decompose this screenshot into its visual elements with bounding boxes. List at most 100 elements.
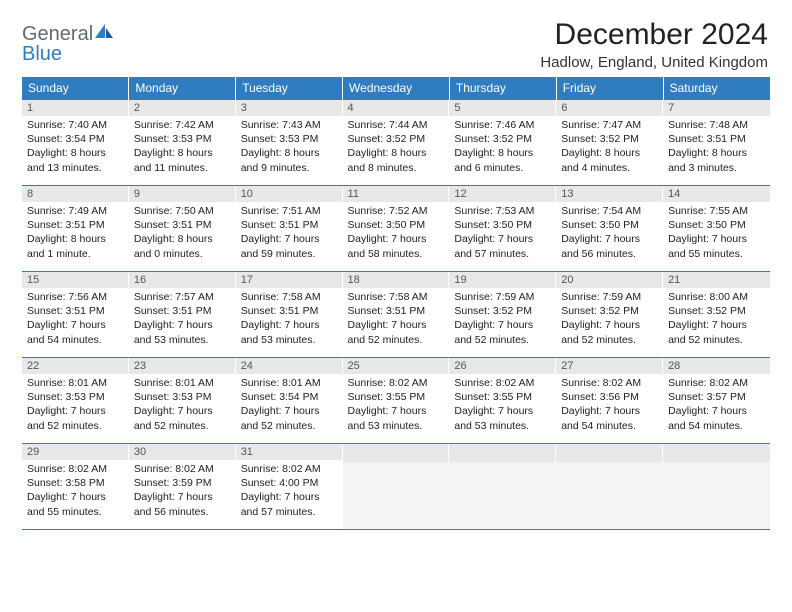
day-details: Sunrise: 8:01 AMSunset: 3:53 PMDaylight:… — [129, 374, 236, 435]
sunrise-text: Sunrise: 7:46 AM — [454, 118, 551, 132]
calendar-cell: 13Sunrise: 7:54 AMSunset: 3:50 PMDayligh… — [556, 186, 663, 272]
day-details: Sunrise: 7:48 AMSunset: 3:51 PMDaylight:… — [663, 116, 770, 177]
daylight-text-2: and 52 minutes. — [668, 333, 765, 347]
sunrise-text: Sunrise: 8:02 AM — [241, 462, 338, 476]
daylight-text-1: Daylight: 8 hours — [454, 146, 551, 160]
calendar-cell: 31Sunrise: 8:02 AMSunset: 4:00 PMDayligh… — [236, 444, 343, 530]
daylight-text-2: and 55 minutes. — [27, 505, 124, 519]
daylight-text-1: Daylight: 7 hours — [27, 490, 124, 504]
sunrise-text: Sunrise: 8:02 AM — [134, 462, 231, 476]
sunrise-text: Sunrise: 8:01 AM — [27, 376, 124, 390]
sunset-text: Sunset: 3:55 PM — [348, 390, 445, 404]
daylight-text-2: and 52 minutes. — [348, 333, 445, 347]
sunset-text: Sunset: 3:53 PM — [134, 390, 231, 404]
calendar-cell: 8Sunrise: 7:49 AMSunset: 3:51 PMDaylight… — [22, 186, 129, 272]
day-details: Sunrise: 8:01 AMSunset: 3:54 PMDaylight:… — [236, 374, 343, 435]
daylight-text-2: and 55 minutes. — [668, 247, 765, 261]
location-text: Hadlow, England, United Kingdom — [540, 54, 770, 71]
day-number: 21 — [663, 272, 770, 288]
day-details: Sunrise: 8:02 AMSunset: 3:59 PMDaylight:… — [129, 460, 236, 521]
daylight-text-1: Daylight: 8 hours — [134, 232, 231, 246]
sunset-text: Sunset: 3:53 PM — [241, 132, 338, 146]
day-details: Sunrise: 7:50 AMSunset: 3:51 PMDaylight:… — [129, 202, 236, 263]
day-details: Sunrise: 7:59 AMSunset: 3:52 PMDaylight:… — [449, 288, 556, 349]
calendar-cell: 6Sunrise: 7:47 AMSunset: 3:52 PMDaylight… — [556, 100, 663, 186]
sunset-text: Sunset: 3:54 PM — [27, 132, 124, 146]
daylight-text-2: and 52 minutes. — [454, 333, 551, 347]
sunrise-text: Sunrise: 7:54 AM — [561, 204, 658, 218]
sunrise-text: Sunrise: 7:51 AM — [241, 204, 338, 218]
day-details: Sunrise: 8:02 AMSunset: 3:56 PMDaylight:… — [556, 374, 663, 435]
sunset-text: Sunset: 3:56 PM — [561, 390, 658, 404]
day-number: 27 — [556, 358, 663, 374]
daylight-text-2: and 57 minutes. — [241, 505, 338, 519]
day-number: 25 — [343, 358, 450, 374]
calendar-cell: 5Sunrise: 7:46 AMSunset: 3:52 PMDaylight… — [449, 100, 556, 186]
daylight-text-1: Daylight: 8 hours — [134, 146, 231, 160]
daylight-text-2: and 59 minutes. — [241, 247, 338, 261]
calendar-cell — [663, 444, 770, 530]
daylight-text-1: Daylight: 8 hours — [348, 146, 445, 160]
calendar-cell: 25Sunrise: 8:02 AMSunset: 3:55 PMDayligh… — [343, 358, 450, 444]
daylight-text-2: and 58 minutes. — [348, 247, 445, 261]
daylight-text-2: and 54 minutes. — [27, 333, 124, 347]
brand-text: General Blue — [22, 24, 113, 64]
day-details: Sunrise: 8:02 AMSunset: 3:55 PMDaylight:… — [449, 374, 556, 435]
day-details-empty — [449, 462, 556, 522]
calendar-cell: 27Sunrise: 8:02 AMSunset: 3:56 PMDayligh… — [556, 358, 663, 444]
weekday-header: Thursday — [449, 77, 556, 100]
calendar-cell: 16Sunrise: 7:57 AMSunset: 3:51 PMDayligh… — [129, 272, 236, 358]
daylight-text-1: Daylight: 7 hours — [454, 404, 551, 418]
day-details: Sunrise: 7:58 AMSunset: 3:51 PMDaylight:… — [236, 288, 343, 349]
day-details: Sunrise: 7:47 AMSunset: 3:52 PMDaylight:… — [556, 116, 663, 177]
daylight-text-2: and 53 minutes. — [134, 333, 231, 347]
day-number: 26 — [449, 358, 556, 374]
sail-icon — [95, 24, 113, 44]
calendar-cell: 3Sunrise: 7:43 AMSunset: 3:53 PMDaylight… — [236, 100, 343, 186]
sunset-text: Sunset: 3:52 PM — [561, 132, 658, 146]
daylight-text-1: Daylight: 7 hours — [348, 318, 445, 332]
daylight-text-2: and 52 minutes. — [561, 333, 658, 347]
day-details: Sunrise: 7:40 AMSunset: 3:54 PMDaylight:… — [22, 116, 129, 177]
day-details: Sunrise: 8:02 AMSunset: 3:58 PMDaylight:… — [22, 460, 129, 521]
daylight-text-1: Daylight: 7 hours — [561, 232, 658, 246]
daylight-text-2: and 57 minutes. — [454, 247, 551, 261]
day-details: Sunrise: 7:55 AMSunset: 3:50 PMDaylight:… — [663, 202, 770, 263]
sunset-text: Sunset: 3:51 PM — [241, 304, 338, 318]
daylight-text-1: Daylight: 7 hours — [561, 404, 658, 418]
sunset-text: Sunset: 3:53 PM — [27, 390, 124, 404]
brand-part1: General — [22, 23, 93, 45]
day-details: Sunrise: 7:42 AMSunset: 3:53 PMDaylight:… — [129, 116, 236, 177]
sunrise-text: Sunrise: 7:53 AM — [454, 204, 551, 218]
sunrise-text: Sunrise: 8:01 AM — [241, 376, 338, 390]
calendar-cell: 22Sunrise: 8:01 AMSunset: 3:53 PMDayligh… — [22, 358, 129, 444]
sunset-text: Sunset: 3:51 PM — [134, 218, 231, 232]
calendar-cell: 29Sunrise: 8:02 AMSunset: 3:58 PMDayligh… — [22, 444, 129, 530]
daylight-text-1: Daylight: 8 hours — [27, 232, 124, 246]
day-number: 31 — [236, 444, 343, 460]
sunrise-text: Sunrise: 7:59 AM — [454, 290, 551, 304]
calendar-cell: 24Sunrise: 8:01 AMSunset: 3:54 PMDayligh… — [236, 358, 343, 444]
daylight-text-1: Daylight: 7 hours — [348, 404, 445, 418]
sunrise-text: Sunrise: 7:49 AM — [27, 204, 124, 218]
sunrise-text: Sunrise: 8:01 AM — [134, 376, 231, 390]
daylight-text-2: and 11 minutes. — [134, 161, 231, 175]
day-number: 2 — [129, 100, 236, 116]
calendar-cell: 9Sunrise: 7:50 AMSunset: 3:51 PMDaylight… — [129, 186, 236, 272]
day-number: 24 — [236, 358, 343, 374]
daylight-text-1: Daylight: 7 hours — [348, 232, 445, 246]
sunrise-text: Sunrise: 8:02 AM — [27, 462, 124, 476]
day-number: 1 — [22, 100, 129, 116]
day-number: 4 — [343, 100, 450, 116]
daylight-text-1: Daylight: 7 hours — [668, 318, 765, 332]
daylight-text-1: Daylight: 7 hours — [241, 404, 338, 418]
day-number: 23 — [129, 358, 236, 374]
brand-part2: Blue — [22, 43, 62, 65]
sunset-text: Sunset: 3:57 PM — [668, 390, 765, 404]
day-details: Sunrise: 7:51 AMSunset: 3:51 PMDaylight:… — [236, 202, 343, 263]
weekday-header: Sunday — [22, 77, 129, 100]
day-details: Sunrise: 8:02 AMSunset: 3:55 PMDaylight:… — [343, 374, 450, 435]
daylight-text-1: Daylight: 7 hours — [561, 318, 658, 332]
sunset-text: Sunset: 3:51 PM — [27, 218, 124, 232]
day-number-empty — [343, 444, 450, 462]
